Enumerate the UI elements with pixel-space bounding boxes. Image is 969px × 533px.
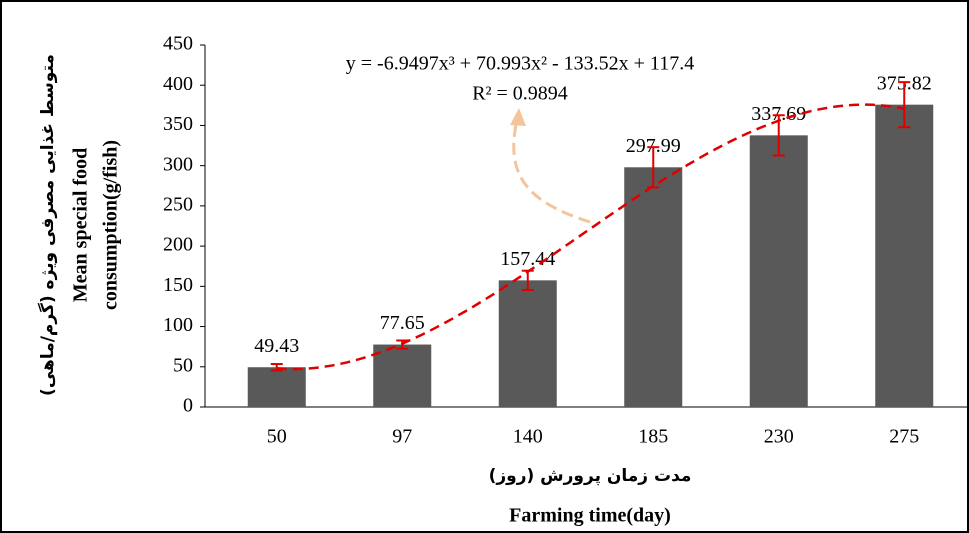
r-squared: R² = 0.9894 [472,83,568,105]
y-tick-label: 250 [163,193,193,215]
y-tick-label: 450 [163,33,193,55]
y-title-en: consumption(g/fish) [100,140,122,310]
x-title-en: Farming time(day) [509,505,671,527]
value-label: 157.44 [500,248,555,270]
bar [498,280,557,407]
bar [373,344,432,407]
x-tick-label: 185 [638,426,668,448]
value-label: 337.69 [751,103,806,125]
bar [247,367,306,407]
y-tick-label: 50 [173,354,193,376]
y-title-fa: متوسط غذایی مصرفی ویژه (گرم/ماهی) [37,54,58,396]
value-label: 77.65 [380,312,425,334]
x-tick-label: 230 [764,426,794,448]
y-tick-label: 150 [163,274,193,296]
value-label: 297.99 [626,135,681,157]
trend-equation: y = -6.9497x³ + 70.993x² - 133.52x + 117… [346,53,694,75]
y-tick-label: 300 [163,153,193,175]
y-title-en: Mean special food [70,148,92,302]
bar [749,135,808,407]
x-tick-label: 50 [267,426,287,448]
bar [875,104,934,407]
x-tick-label: 97 [392,426,412,448]
y-tick-label: 350 [163,113,193,135]
value-label: 49.43 [254,335,299,357]
y-tick-label: 400 [163,73,193,95]
x-tick-label: 275 [889,426,919,448]
y-tick-label: 200 [163,234,193,256]
y-tick-label: 100 [163,314,193,336]
bar [624,167,683,407]
y-tick-label: 0 [183,395,193,417]
x-tick-label: 140 [513,426,543,448]
x-title-fa: مدت زمان پرورش (روز) [489,466,692,486]
arrow [512,114,591,224]
arrow-head [510,108,526,126]
